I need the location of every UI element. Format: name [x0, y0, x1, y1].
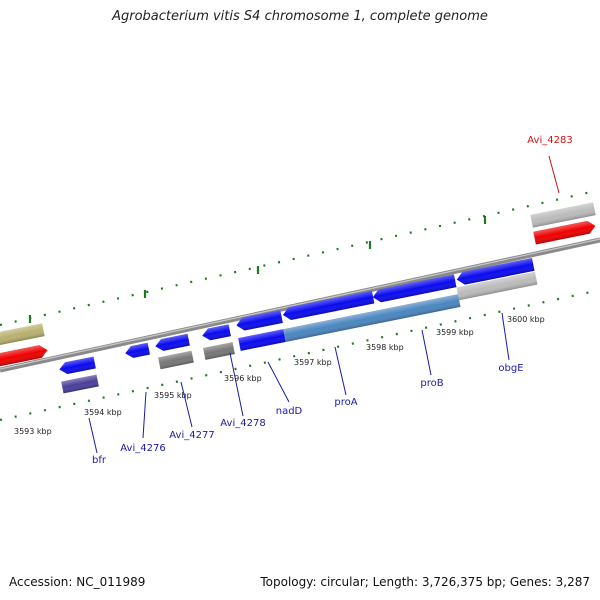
gene-label-proa[interactable]: proA [334, 397, 357, 408]
leader-line-avi_4283 [548, 155, 560, 194]
gene-olive-shading [0, 323, 45, 349]
gene-label-avi_4276[interactable]: Avi_4276 [120, 443, 165, 454]
leader-line-prob [421, 329, 432, 376]
gene-bfr-rna-shading [61, 374, 99, 394]
gene-bfr-shading [59, 356, 96, 375]
tick-label-6: 3599 kbp [436, 328, 474, 337]
leader-line-obge [501, 312, 510, 361]
gene-label-avi_4277[interactable]: Avi_4277 [169, 430, 214, 441]
gene-avi4276-shading [125, 342, 150, 358]
tick-label-4: 3597 kbp [294, 358, 332, 367]
gene-obgE-shading [456, 257, 535, 285]
inner-tick-track [0, 288, 600, 422]
gene-proB-rna-shading [456, 271, 538, 301]
gene-nadD-shading [236, 310, 283, 331]
gene-proB-shading [372, 274, 457, 303]
gene-avi4277-shading [155, 333, 190, 351]
chromosome-backbone-highlight [0, 238, 600, 370]
tick-label-7: 3600 kbp [507, 315, 545, 324]
leader-line-nadd [267, 361, 290, 403]
leader-line-avi_4276 [142, 391, 147, 439]
tick-label-1: 3594 kbp [84, 408, 122, 417]
gene-label-bfr[interactable]: bfr [92, 455, 107, 466]
gene-avi4278-shading [202, 324, 231, 341]
gene-avi4278-rna-shading [203, 342, 235, 360]
leader-line-avi_4278 [229, 352, 244, 417]
leader-line-avi_4277 [180, 381, 193, 428]
gene-label-avi_4278[interactable]: Avi_4278 [220, 418, 265, 429]
map-title: Agrobacterium vitis S4 chromosome 1, com… [112, 9, 488, 24]
gene-avi4283-rna-shading [530, 202, 596, 228]
tick-label-0: 3593 kbp [14, 427, 52, 436]
gene-label-avi_4283[interactable]: Avi_4283 [527, 135, 572, 146]
gene-avi4277-rna-shading [158, 350, 194, 370]
tick-label-5: 3598 kbp [366, 343, 404, 352]
gene-label-nadd[interactable]: nadD [276, 406, 303, 417]
accession-text: Accession: NC_011989 [9, 575, 146, 589]
gene-proA-rna-shading [283, 294, 461, 342]
tick-label-2: 3595 kbp [154, 391, 192, 400]
leader-line-proa [334, 346, 347, 396]
gene-proA-shading [282, 290, 375, 321]
gene-label-prob[interactable]: proB [420, 378, 443, 389]
leader-line-bfr [88, 417, 98, 454]
tick-label-3: 3596 kbp [224, 374, 262, 383]
gene-nadD-rna-shading [238, 329, 286, 351]
genome-summary-text: Topology: circular; Length: 3,726,375 bp… [260, 575, 590, 589]
gene-red-left-shading [0, 345, 48, 369]
gene-avi4283-shading [533, 220, 596, 245]
gene-label-obge[interactable]: obgE [498, 363, 523, 374]
